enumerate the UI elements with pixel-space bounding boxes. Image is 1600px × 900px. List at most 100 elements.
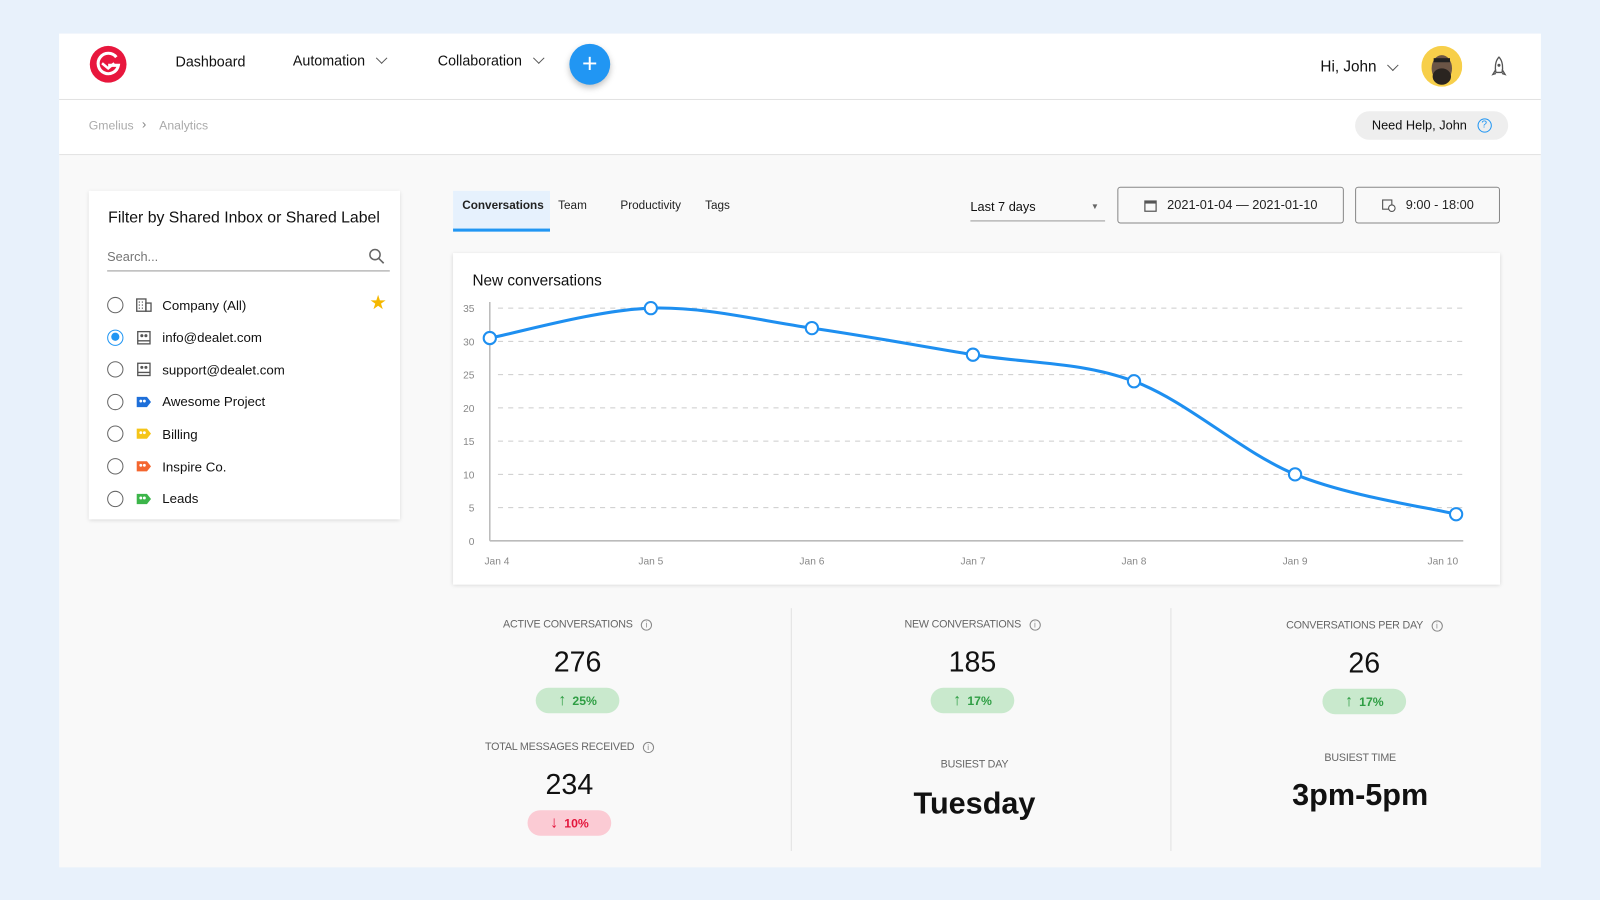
filter-item-label: Leads: [162, 490, 199, 507]
info-icon[interactable]: i: [1029, 619, 1041, 631]
filter-item[interactable]: Inspire Co.: [107, 456, 226, 476]
y-tick-label: 25: [463, 371, 475, 382]
calendar-icon: [1144, 199, 1157, 212]
radio-button[interactable]: [107, 425, 124, 443]
range-select[interactable]: Last 7 days ▼: [970, 195, 1106, 222]
search-icon[interactable]: [368, 248, 385, 264]
chevron-right-icon: ›: [141, 116, 147, 132]
shared-inbox-icon: [137, 362, 151, 377]
plus-icon: +: [582, 47, 598, 79]
radio-button[interactable]: [107, 458, 124, 475]
nav-dashboard[interactable]: Dashboard: [176, 53, 246, 69]
radio-button[interactable]: [107, 490, 124, 507]
date-range-value: 2021-01-04 — 2021-01-10: [1167, 197, 1318, 213]
radio-button[interactable]: [107, 393, 124, 410]
schedule-icon: [1381, 199, 1396, 212]
chevron-down-icon: [1387, 59, 1399, 71]
stat-label: CONVERSATIONS PER DAY i: [1211, 619, 1517, 632]
series-line: [489, 306, 1457, 516]
breadcrumb-analytics: Analytics: [159, 118, 209, 133]
tab-team[interactable]: Team: [558, 199, 587, 213]
radio-button[interactable]: [107, 329, 124, 346]
breadcrumb: Gmelius › Analytics Need Help, John ?: [59, 99, 1541, 156]
y-tick-label: 15: [463, 437, 475, 448]
change-value: 10%: [564, 815, 589, 831]
gmelius-logo-icon[interactable]: [89, 45, 128, 84]
info-icon[interactable]: i: [1431, 620, 1443, 632]
dropdown-arrow-icon: ▼: [1090, 202, 1099, 212]
stat-value: 234: [545, 768, 594, 800]
breadcrumb-gmelius[interactable]: Gmelius: [88, 118, 134, 133]
filter-item-label: support@dealet.com: [162, 361, 285, 378]
help-button[interactable]: Need Help, John ?: [1355, 111, 1509, 140]
tab-tags[interactable]: Tags: [705, 199, 730, 213]
range-select-value: Last 7 days: [970, 199, 1036, 214]
y-tick-label: 5: [469, 504, 475, 515]
data-point: [482, 330, 497, 346]
radio-button[interactable]: [107, 361, 124, 378]
chart-title: New conversations: [472, 272, 602, 290]
line-chart: 0 5 10 15 20 25 30 35 Jan 4 Jan 5 Jan 6 Jan 7 Jan 8 J…: [463, 301, 1464, 567]
label-icon: [136, 428, 152, 440]
arrow-down-icon: ↓: [549, 813, 559, 832]
date-range-button[interactable]: 2021-01-04 — 2021-01-10: [1117, 186, 1344, 224]
x-tick-label: Jan 6: [799, 556, 824, 567]
data-point: [804, 320, 820, 336]
y-tick-label: 20: [463, 404, 475, 415]
building-icon: [136, 298, 152, 312]
change-badge: ↓ 10%: [527, 810, 612, 836]
stat-value: Tuesday: [913, 786, 1036, 821]
label-icon: [136, 493, 152, 504]
data-point: [965, 347, 981, 362]
chart-card: New conversations 0 5 10 15 20 25 30 35 Jan 4 Jan…: [453, 253, 1500, 585]
y-tick-label: 0: [469, 537, 475, 548]
stat-label: ACTIVE CONVERSATIONS i: [424, 618, 730, 631]
nav-automation[interactable]: Automation: [293, 52, 388, 68]
filter-item[interactable]: Billing: [107, 424, 198, 444]
top-bar: Dashboard Automation Collaboration + Hi,…: [59, 33, 1541, 100]
stat-label-text: CONVERSATIONS PER DAY: [1286, 619, 1424, 632]
avatar[interactable]: [1421, 45, 1463, 87]
filter-item[interactable]: Awesome Project: [107, 392, 265, 412]
change-value: 17%: [1359, 694, 1384, 709]
tab-productivity[interactable]: Productivity: [620, 199, 682, 213]
arrow-up-icon: ↑: [1344, 692, 1354, 710]
star-icon[interactable]: ★: [369, 292, 387, 315]
hours-button[interactable]: 9:00 - 18:00: [1355, 186, 1500, 224]
divider: [1170, 608, 1172, 852]
data-point: [643, 301, 658, 316]
x-tick-label: Jan 10: [1428, 556, 1459, 567]
info-icon[interactable]: i: [640, 619, 653, 631]
tab-conversations[interactable]: Conversations: [453, 190, 550, 232]
y-tick-label: 35: [463, 304, 475, 315]
filter-title: Filter by Shared Inbox or Shared Label: [108, 209, 380, 227]
stat-value: 26: [1348, 646, 1381, 679]
stat-value: 3pm-5pm: [1292, 778, 1429, 813]
filter-item[interactable]: Leads: [107, 488, 198, 508]
filter-item[interactable]: support@dealet.com: [107, 359, 285, 379]
label-icon: [136, 461, 152, 472]
nav-collaboration[interactable]: Collaboration: [438, 52, 545, 68]
filter-item[interactable]: info@dealet.com: [107, 327, 262, 347]
add-button[interactable]: +: [569, 43, 611, 85]
user-menu[interactable]: Hi, John: [1320, 58, 1399, 76]
rocket-icon[interactable]: [1491, 56, 1507, 78]
stat-value: 276: [553, 645, 602, 678]
app: Dashboard Automation Collaboration + Hi,…: [59, 33, 1541, 868]
x-tick-label: Jan 9: [1283, 556, 1308, 567]
y-tick-label: 10: [463, 470, 475, 481]
filter-item-label: info@dealet.com: [162, 329, 262, 345]
x-tick-label: Jan 8: [1122, 556, 1147, 567]
filter-item-label: Company (All): [162, 297, 247, 313]
data-point: [1448, 507, 1464, 522]
stat-label-text: ACTIVE CONVERSATIONS: [503, 618, 633, 631]
info-icon[interactable]: i: [642, 741, 654, 753]
stat-label-text: BUSIEST TIME: [1324, 752, 1396, 765]
radio-button[interactable]: [107, 296, 124, 314]
x-tick-label: Jan 5: [638, 556, 663, 567]
stat-label-text: TOTAL MESSAGES RECEIVED: [485, 740, 635, 754]
change-badge: ↑ 25%: [535, 687, 620, 714]
filter-item-label: Billing: [162, 426, 198, 442]
filter-search-input[interactable]: [107, 243, 390, 272]
filter-item[interactable]: Company (All): [107, 295, 246, 315]
